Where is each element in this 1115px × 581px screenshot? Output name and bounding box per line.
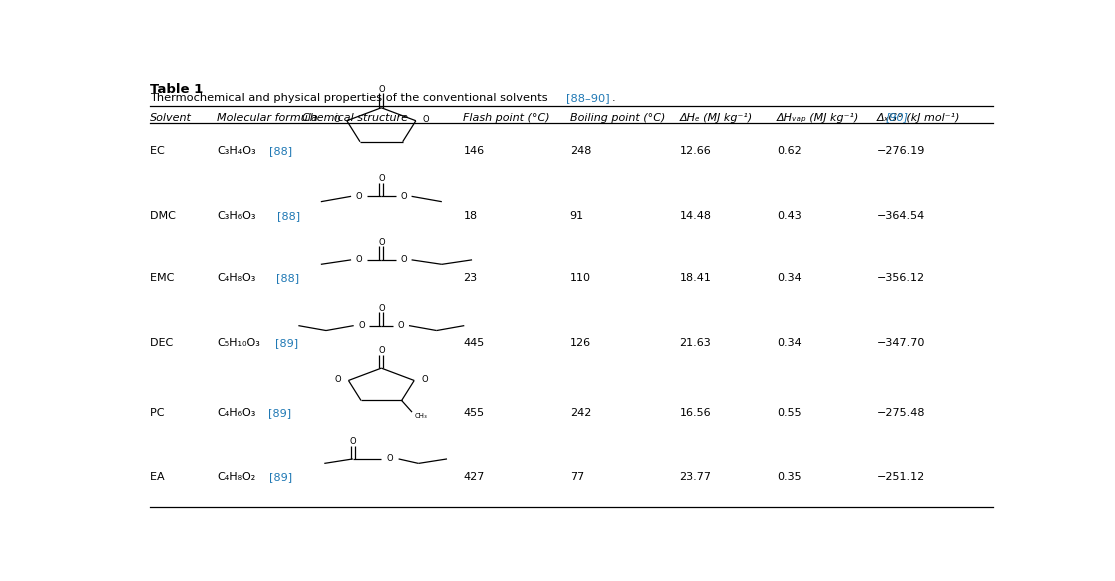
Text: O: O	[356, 192, 362, 201]
Text: 12.66: 12.66	[679, 146, 711, 156]
Text: 23: 23	[464, 272, 477, 283]
Text: O: O	[423, 116, 429, 124]
Text: Solvent: Solvent	[149, 113, 192, 123]
Text: EMC: EMC	[149, 272, 176, 283]
Text: 0.62: 0.62	[777, 146, 802, 156]
Text: C₃H₄O₃: C₃H₄O₃	[217, 146, 255, 156]
Text: 248: 248	[570, 146, 591, 156]
Text: O: O	[378, 238, 385, 247]
Text: −251.12: −251.12	[876, 472, 924, 482]
Text: −276.19: −276.19	[876, 146, 924, 156]
Text: ΔHₑ (MJ kg⁻¹): ΔHₑ (MJ kg⁻¹)	[679, 113, 753, 123]
Text: O: O	[421, 375, 428, 384]
Text: 14.48: 14.48	[679, 211, 711, 221]
Text: C₄H₈O₃: C₄H₈O₃	[217, 272, 255, 283]
Text: O: O	[387, 454, 394, 464]
Text: O: O	[400, 192, 407, 201]
Text: [88]: [88]	[277, 272, 299, 283]
Text: Flash point (°C): Flash point (°C)	[464, 113, 550, 123]
Text: PC: PC	[149, 408, 166, 418]
Text: O: O	[358, 321, 365, 330]
Text: 0.43: 0.43	[777, 211, 802, 221]
Text: DMC: DMC	[149, 211, 178, 221]
Text: 18.41: 18.41	[679, 272, 711, 283]
Text: O: O	[334, 375, 341, 384]
Text: Thermochemical and physical properties of the conventional solvents: Thermochemical and physical properties o…	[149, 93, 551, 103]
Text: .: .	[612, 93, 615, 103]
Text: 445: 445	[464, 338, 485, 347]
Text: C₃H₆O₃: C₃H₆O₃	[217, 211, 255, 221]
Text: [88]: [88]	[269, 146, 292, 156]
Text: C₄H₈O₂: C₄H₈O₂	[217, 472, 255, 482]
Text: Table 1: Table 1	[149, 83, 203, 96]
Text: 18: 18	[464, 211, 477, 221]
Text: 427: 427	[464, 472, 485, 482]
Text: Molecular formula: Molecular formula	[217, 113, 318, 123]
Text: 23.77: 23.77	[679, 472, 711, 482]
Text: EC: EC	[149, 146, 167, 156]
Text: ΔₓG° (kJ mol⁻¹): ΔₓG° (kJ mol⁻¹)	[876, 113, 962, 123]
Text: EA: EA	[149, 472, 166, 482]
Text: 455: 455	[464, 408, 485, 418]
Text: 242: 242	[570, 408, 591, 418]
Text: ΔHᵥₐₚ (MJ kg⁻¹): ΔHᵥₐₚ (MJ kg⁻¹)	[777, 113, 860, 123]
Text: Chemical structure: Chemical structure	[302, 113, 408, 123]
Text: −364.54: −364.54	[876, 211, 924, 221]
Text: 146: 146	[464, 146, 485, 156]
Text: O: O	[378, 346, 385, 355]
Text: O: O	[400, 256, 407, 264]
Text: [89]: [89]	[275, 338, 299, 347]
Text: −275.48: −275.48	[876, 408, 925, 418]
Text: 91: 91	[570, 211, 584, 221]
Text: CH₃: CH₃	[415, 413, 427, 419]
Text: O: O	[349, 437, 356, 446]
Text: [89]: [89]	[269, 408, 291, 418]
Text: 77: 77	[570, 472, 584, 482]
Text: 0.55: 0.55	[777, 408, 802, 418]
Text: O: O	[398, 321, 405, 330]
Text: DEC: DEC	[149, 338, 175, 347]
Text: O: O	[356, 256, 362, 264]
Text: 16.56: 16.56	[679, 408, 711, 418]
Text: 0.35: 0.35	[777, 472, 802, 482]
Text: C₅H₁₀O₃: C₅H₁₀O₃	[217, 338, 260, 347]
Text: O: O	[378, 85, 385, 94]
Text: 126: 126	[570, 338, 591, 347]
Text: Boiling point (°C): Boiling point (°C)	[570, 113, 665, 123]
Text: −347.70: −347.70	[876, 338, 924, 347]
Text: 110: 110	[570, 272, 591, 283]
Text: 21.63: 21.63	[679, 338, 711, 347]
Text: [89]: [89]	[269, 472, 292, 482]
Text: C₄H₆O₃: C₄H₆O₃	[217, 408, 255, 418]
Text: [88]: [88]	[278, 211, 300, 221]
Text: 0.34: 0.34	[777, 338, 802, 347]
Text: O: O	[333, 116, 340, 124]
Text: [90]: [90]	[885, 113, 908, 123]
Text: O: O	[378, 174, 385, 184]
Text: −356.12: −356.12	[876, 272, 924, 283]
Text: O: O	[378, 304, 385, 313]
Text: 0.34: 0.34	[777, 272, 802, 283]
Text: [88–90]: [88–90]	[566, 93, 610, 103]
